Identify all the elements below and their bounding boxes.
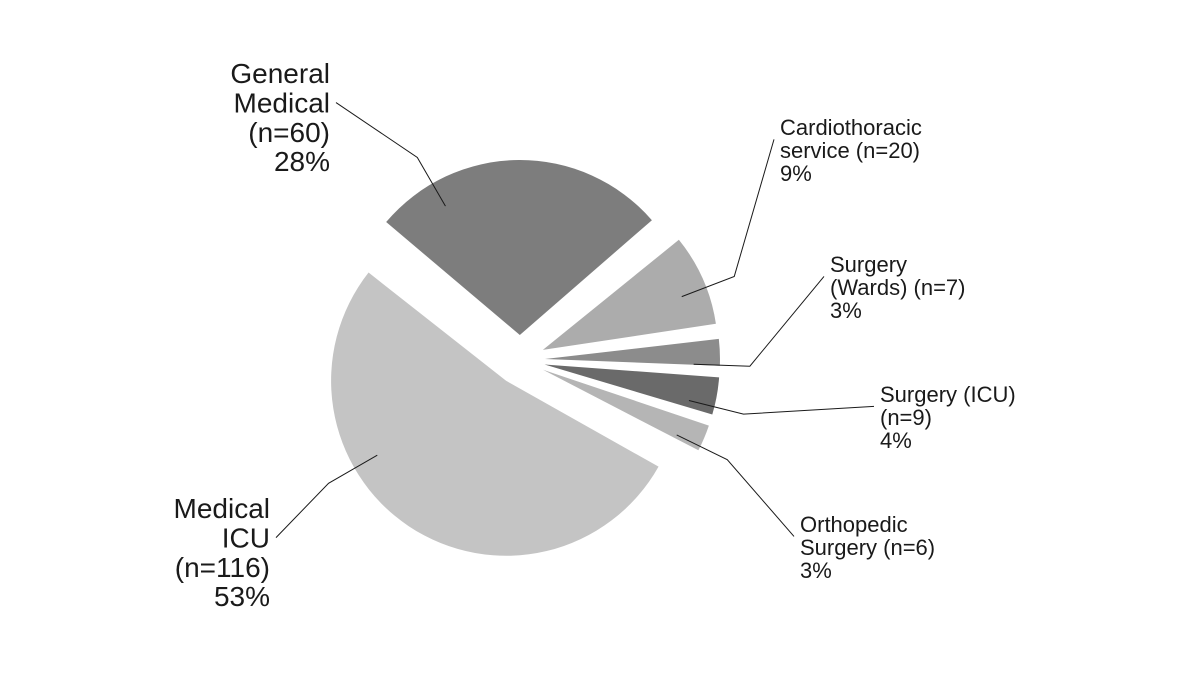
leader-surgery-icu [689, 400, 874, 414]
label-medical-icu: MedicalICU(n=116)53% [174, 493, 270, 612]
leader-orthopedic-surgery [677, 435, 794, 536]
label-general-medical: GeneralMedical(n=60)28% [230, 58, 330, 177]
label-surgery-icu: Surgery (ICU)(n=9)4% [880, 382, 1016, 453]
pie-chart: Cardiothoracicservice (n=20)9% Surgery(Wa… [0, 0, 1181, 673]
label-orthopedic-surgery: OrthopedicSurgery (n=6)3% [800, 512, 935, 583]
label-surgery-wards: Surgery(Wards) (n=7)3% [830, 252, 965, 323]
label-cardiothoracic: Cardiothoracicservice (n=20)9% [780, 115, 922, 186]
